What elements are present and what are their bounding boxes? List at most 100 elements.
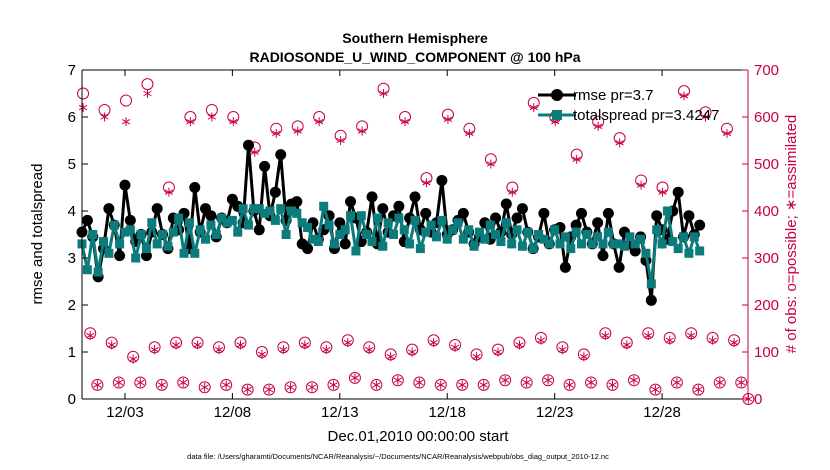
left-tick-label: 0 [68,391,76,408]
totalspread-point [512,225,522,235]
obs-possible-marker [456,378,469,391]
obs-assimilated-marker [415,378,424,388]
obs-assimilated-marker [615,138,624,148]
rmse-point [409,191,421,203]
obs-assimilated-marker [222,380,231,390]
obs-assimilated-marker [293,126,302,136]
obs-assimilated-marker [443,114,453,124]
obs-assimilated-marker [129,354,138,364]
totalspread-point [560,232,570,242]
obs-assimilated-marker [300,340,309,350]
rmse-point [538,207,550,219]
obs-assimilated-marker [379,89,388,98]
totalspread-point [281,230,291,239]
obs-assimilated-marker [78,103,88,113]
totalspread-point [394,213,404,223]
x-tick-label: 12/08 [214,404,252,421]
obs-assimilated-marker [672,378,682,388]
totalspread-point [415,244,425,254]
rmse-point [253,224,265,236]
obs-possible-marker [542,374,555,387]
obs-assimilated-marker [214,345,224,355]
right-tick-label: 600 [754,109,779,126]
obs-assimilated-marker [608,380,617,390]
totalspread-point [668,237,678,247]
obs-possible-marker [306,381,319,394]
obs-possible-marker [627,374,640,387]
right-tick-label: 700 [754,62,779,79]
x-tick-label: 12/18 [428,404,466,421]
totalspread-point [464,225,474,235]
obs-possible-marker [670,376,683,389]
obs-assimilated-marker [522,378,531,388]
rmse-point [457,207,469,219]
totalspread-point [340,225,350,235]
right-tick-label: 400 [754,203,779,220]
left-tick-label: 3 [68,250,76,267]
obs-possible-marker [735,376,748,389]
data-file-footnote: data file: /Users/gharamti/Documents/NCA… [187,452,609,461]
totalspread-point [82,265,92,275]
totalspread-point [410,215,420,225]
totalspread-point [120,227,130,237]
totalspread-point [609,239,619,249]
x-axis-label: Dec.01,2010 00:00:00 start [328,428,510,445]
obs-assimilated-marker [472,352,481,362]
obs-possible-marker [370,378,383,391]
totalspread-point [249,204,259,214]
rmse-point [597,250,609,262]
obs-possible-marker [220,378,233,391]
right-tick-label: 200 [754,297,779,314]
totalspread-point [356,211,366,221]
obs-count-markers [77,78,755,405]
totalspread-point [474,227,484,237]
obs-possible-marker [649,383,662,396]
rmse-point [302,243,314,255]
totalspread-point [238,204,248,214]
rmse-point [205,210,217,222]
obs-possible-marker [77,87,90,100]
totalspread-point [184,218,194,228]
obs-possible-marker [241,383,254,396]
totalspread-point [485,220,495,230]
totalspread-point [662,206,672,216]
totalspread-point [93,267,103,277]
obs-assimilated-marker [629,375,639,385]
obs-assimilated-marker [529,103,538,113]
totalspread-point [657,239,667,249]
totalspread-point [168,227,178,237]
right-tick-label: 300 [754,250,779,267]
obs-possible-marker [348,371,361,384]
totalspread-point [174,213,184,223]
obs-assimilated-marker [601,331,610,341]
totalspread-point [152,239,162,249]
obs-possible-marker [134,376,147,389]
obs-assimilated-marker [164,187,174,197]
totalspread-point [98,237,108,247]
obs-assimilated-marker [687,331,696,341]
totalspread-point [383,218,393,228]
totalspread-point [405,239,415,249]
totalspread-point [367,237,377,247]
totalspread-point [217,213,227,223]
obs-assimilated-marker [229,117,238,127]
totalspread-point [362,230,372,239]
rmse-point [500,198,512,210]
totalspread-point [227,215,237,225]
obs-assimilated-marker [408,347,417,357]
obs-possible-marker [713,376,726,389]
totalspread-point [141,244,151,254]
totalspread-point [426,220,436,230]
totalspread-point [523,227,533,237]
obs-assimilated-marker [157,380,166,390]
obs-assimilated-marker [257,349,267,359]
left-tick-label: 2 [68,297,76,314]
obs-assimilated-marker [171,340,181,350]
rmse-point [377,203,389,215]
obs-assimilated-marker [558,345,567,355]
obs-assimilated-marker [622,340,631,350]
obs-possible-marker [606,378,619,391]
totalspread-point [399,225,409,235]
totalspread-point [335,230,345,239]
obs-assimilated-marker [422,178,431,188]
